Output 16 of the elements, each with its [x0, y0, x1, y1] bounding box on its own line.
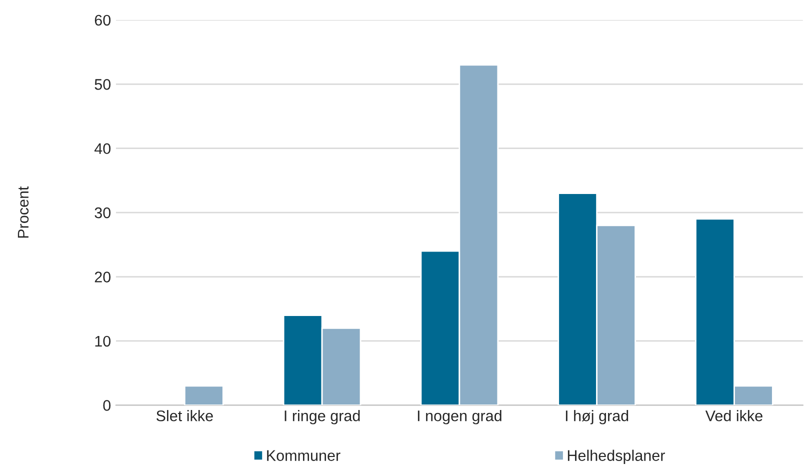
bar [184, 385, 224, 406]
x-tick-label: I ringe grad [284, 410, 360, 424]
y-axis-title: Procent [18, 186, 29, 238]
y-tick-label: 60 [94, 14, 111, 26]
y-tick-label: 20 [94, 272, 111, 282]
x-tick-label: Ved ikke [705, 410, 762, 422]
y-tick-label: 10 [95, 336, 111, 347]
y-tick-label: 50 [94, 79, 111, 90]
y-tick-label: 30 [94, 207, 111, 218]
y-tick-label: 0 [103, 400, 111, 411]
y-tick-label: 40 [94, 143, 111, 154]
x-tick-label: I høj grad [566, 410, 628, 424]
legend-label: Kommuner [267, 450, 340, 461]
x-tick-label: I nogen grad [418, 410, 502, 424]
x-tick-label: Slet ikke [156, 410, 213, 422]
legend-label: Helhedsplaner [568, 450, 665, 464]
